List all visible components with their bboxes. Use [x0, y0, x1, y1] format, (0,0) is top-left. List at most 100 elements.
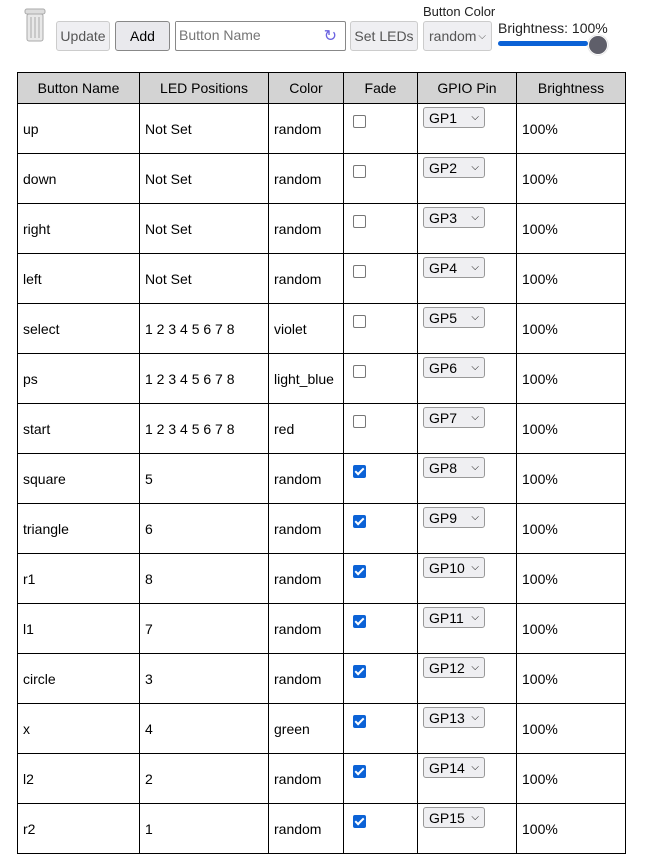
chevron-down-icon: ⌵: [471, 162, 479, 173]
table-row: l1 7 random GP11 ⌵ 100%: [17, 603, 626, 654]
button-name-cell: down: [17, 153, 140, 204]
color-cell: random: [268, 453, 344, 504]
gpio-pin-select[interactable]: GP5 ⌵: [423, 307, 485, 328]
gpio-pin-select[interactable]: GP13 ⌵: [423, 707, 485, 728]
fade-checkbox[interactable]: [353, 164, 366, 178]
gpio-pin-value: GP8: [429, 459, 458, 476]
table-row: r2 1 random GP15 ⌵ 100%: [17, 803, 626, 854]
brightness-cell: 100%: [516, 253, 626, 304]
column-header: Color: [268, 72, 344, 104]
trash-icon[interactable]: [24, 8, 46, 42]
brightness-cell: 100%: [516, 103, 626, 154]
color-cell: violet: [268, 303, 344, 354]
fade-checkbox[interactable]: [353, 414, 366, 428]
gpio-pin-value: GP13: [429, 709, 465, 726]
gpio-pin-cell: GP1 ⌵: [417, 103, 517, 154]
gpio-pin-select[interactable]: GP2 ⌵: [423, 157, 485, 178]
led-positions-cell: 1 2 3 4 5 6 7 8: [139, 353, 269, 404]
fade-cell: [343, 103, 418, 154]
gpio-pin-value: GP7: [429, 409, 458, 426]
fade-checkbox[interactable]: [353, 464, 366, 478]
fade-cell: [343, 703, 418, 754]
column-header: Button Name: [17, 72, 140, 104]
gpio-pin-select[interactable]: GP1 ⌵: [423, 107, 485, 128]
color-cell: random: [268, 203, 344, 254]
led-positions-cell: 2: [139, 753, 269, 804]
fade-checkbox[interactable]: [353, 714, 366, 728]
table-row: up Not Set random GP1 ⌵ 100%: [17, 103, 626, 154]
gpio-pin-select[interactable]: GP11 ⌵: [423, 607, 485, 628]
fade-checkbox[interactable]: [353, 814, 366, 828]
update-button[interactable]: Update: [56, 21, 110, 51]
led-positions-cell: 5: [139, 453, 269, 504]
chevron-down-icon: ⌵: [471, 262, 479, 273]
gpio-pin-select[interactable]: GP6 ⌵: [423, 357, 485, 378]
fade-cell: [343, 553, 418, 604]
fade-checkbox[interactable]: [353, 114, 366, 128]
gpio-pin-cell: GP12 ⌵: [417, 653, 517, 704]
brightness-cell: 100%: [516, 203, 626, 254]
color-cell: random: [268, 153, 344, 204]
fade-cell: [343, 653, 418, 704]
gpio-pin-value: GP14: [429, 759, 465, 776]
column-header: Fade: [343, 72, 418, 104]
chevron-down-icon: ⌵: [471, 212, 479, 223]
table-row: square 5 random GP8 ⌵ 100%: [17, 453, 626, 504]
button-color-label: Button Color: [423, 4, 496, 19]
set-leds-button[interactable]: Set LEDs: [350, 21, 418, 51]
brightness-slider[interactable]: [498, 35, 608, 55]
brightness-cell: 100%: [516, 153, 626, 204]
fade-checkbox[interactable]: [353, 364, 366, 378]
brightness-cell: 100%: [516, 803, 626, 854]
button-color-select[interactable]: random ⌵: [423, 21, 492, 51]
brightness-cell: 100%: [516, 703, 626, 754]
gpio-pin-select[interactable]: GP10 ⌵: [423, 557, 485, 578]
gpio-pin-select[interactable]: GP15 ⌵: [423, 807, 485, 828]
button-name-cell: l2: [17, 753, 140, 804]
button-name-cell: left: [17, 253, 140, 304]
gpio-pin-select[interactable]: GP12 ⌵: [423, 657, 485, 678]
table-row: ps 1 2 3 4 5 6 7 8 light_blue GP6 ⌵ 100%: [17, 353, 626, 404]
chevron-down-icon: ⌵: [471, 612, 479, 623]
brightness-label: Brightness: 100%: [498, 20, 608, 36]
gpio-pin-select[interactable]: GP9 ⌵: [423, 507, 485, 528]
refresh-icon[interactable]: ↻: [323, 28, 337, 45]
fade-cell: [343, 803, 418, 854]
gpio-pin-select[interactable]: GP14 ⌵: [423, 757, 485, 778]
chevron-down-icon: ⌵: [471, 762, 479, 773]
gpio-pin-select[interactable]: GP7 ⌵: [423, 407, 485, 428]
gpio-pin-cell: GP7 ⌵: [417, 403, 517, 454]
button-name-field[interactable]: [176, 22, 322, 48]
fade-checkbox[interactable]: [353, 214, 366, 228]
gpio-pin-cell: GP13 ⌵: [417, 703, 517, 754]
button-name-cell: l1: [17, 603, 140, 654]
fade-checkbox[interactable]: [353, 514, 366, 528]
color-cell: random: [268, 803, 344, 854]
button-color-value: random: [429, 28, 477, 44]
led-positions-cell: 8: [139, 553, 269, 604]
button-name-input[interactable]: ↻: [175, 21, 346, 51]
color-cell: green: [268, 703, 344, 754]
gpio-pin-cell: GP8 ⌵: [417, 453, 517, 504]
fade-checkbox[interactable]: [353, 564, 366, 578]
fade-checkbox[interactable]: [353, 614, 366, 628]
fade-checkbox[interactable]: [353, 314, 366, 328]
fade-checkbox[interactable]: [353, 764, 366, 778]
color-cell: random: [268, 553, 344, 604]
fade-checkbox[interactable]: [353, 664, 366, 678]
led-positions-cell: Not Set: [139, 103, 269, 154]
gpio-pin-select[interactable]: GP8 ⌵: [423, 457, 485, 478]
led-positions-cell: 6: [139, 503, 269, 554]
gpio-pin-select[interactable]: GP3 ⌵: [423, 207, 485, 228]
fade-cell: [343, 503, 418, 554]
gpio-pin-select[interactable]: GP4 ⌵: [423, 257, 485, 278]
table-row: down Not Set random GP2 ⌵ 100%: [17, 153, 626, 204]
fade-cell: [343, 253, 418, 304]
column-header: GPIO Pin: [417, 72, 517, 104]
fade-checkbox[interactable]: [353, 264, 366, 278]
table-row: triangle 6 random GP9 ⌵ 100%: [17, 503, 626, 554]
chevron-down-icon: ⌵: [471, 112, 479, 123]
add-button[interactable]: Add: [115, 21, 170, 51]
gpio-pin-cell: GP10 ⌵: [417, 553, 517, 604]
column-header: Brightness: [516, 72, 626, 104]
